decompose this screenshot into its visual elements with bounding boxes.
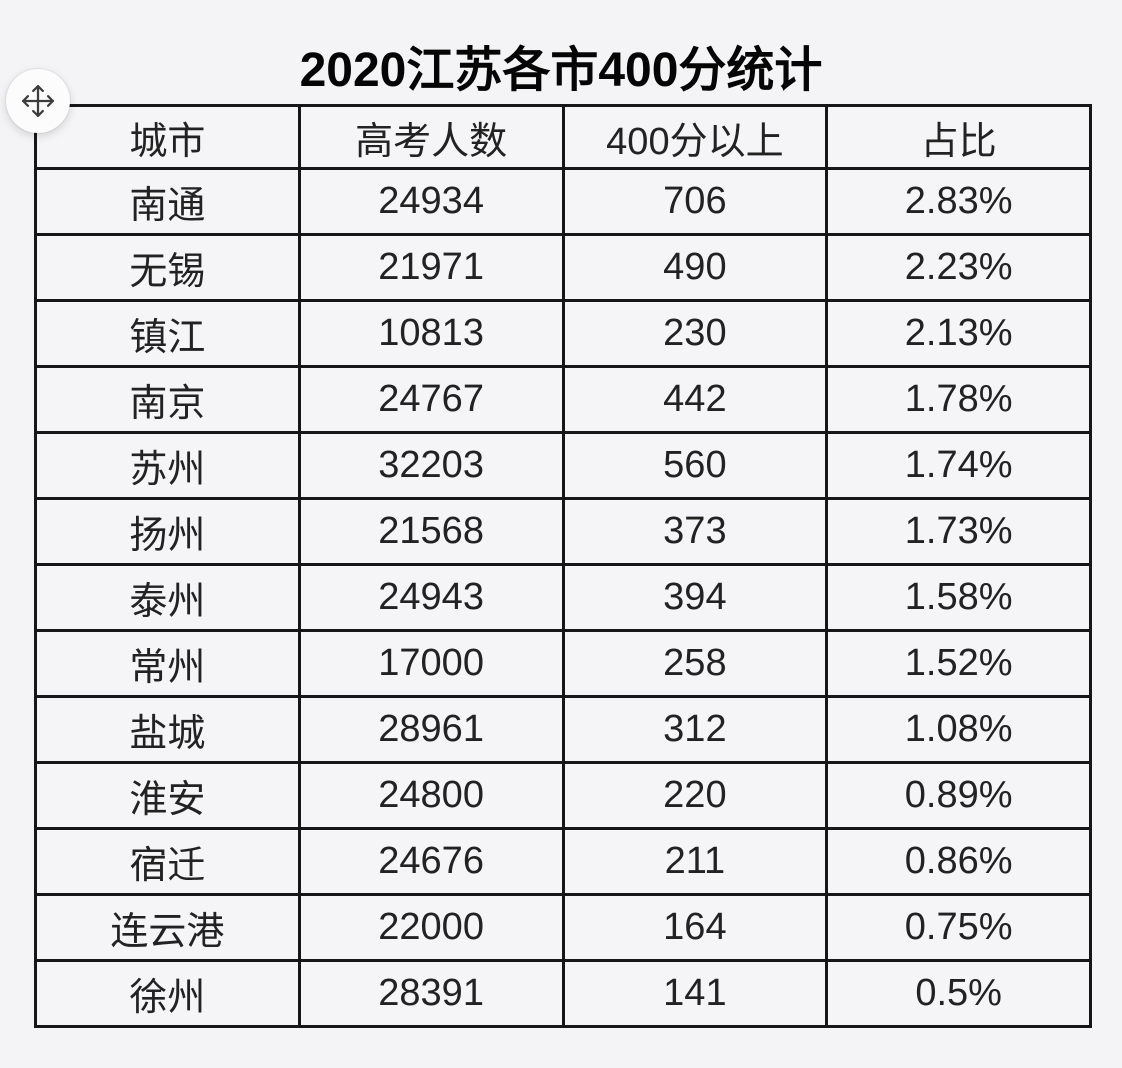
table-cell: 220 — [561, 761, 829, 830]
column-header: 城市 — [34, 104, 301, 170]
page-title: 2020江苏各市400分统计 — [299, 44, 823, 97]
table-cell: 1.73% — [825, 497, 1092, 566]
table-cell: 164 — [561, 893, 829, 962]
table-cell: 24676 — [297, 827, 565, 896]
table-cell: 21568 — [297, 497, 565, 566]
table-cell: 徐州 — [34, 959, 301, 1028]
table-cell: 苏州 — [34, 431, 301, 500]
column-header: 高考人数 — [297, 104, 565, 170]
table-row: 盐城 28961 312 1.08% — [34, 695, 1092, 764]
table-row: 徐州 28391 141 0.5% — [34, 959, 1092, 1028]
table-row: 泰州 24943 394 1.58% — [34, 563, 1092, 632]
table-cell: 1.52% — [825, 629, 1092, 698]
table-cell: 22000 — [297, 893, 565, 962]
table-cell: 泰州 — [34, 563, 301, 632]
table-cell: 490 — [561, 233, 829, 302]
table-cell: 312 — [561, 695, 829, 764]
table-header: 城市 高考人数 400分以上 占比 — [34, 104, 1092, 170]
table-cell: 28391 — [297, 959, 565, 1028]
table-cell: 2.23% — [825, 233, 1092, 302]
table-row: 镇江 10813 230 2.13% — [34, 299, 1092, 368]
table-cell: 1.58% — [825, 563, 1092, 632]
table-cell: 141 — [561, 959, 829, 1028]
table-cell: 17000 — [297, 629, 565, 698]
table-cell: 706 — [561, 167, 829, 236]
table-row: 宿迁 24676 211 0.86% — [34, 827, 1092, 896]
table-cell: 扬州 — [34, 497, 301, 566]
table-cell: 无锡 — [34, 233, 301, 302]
column-header: 占比 — [825, 104, 1092, 170]
move-icon — [21, 84, 55, 118]
table-cell: 1.78% — [825, 365, 1092, 434]
table-cell: 24800 — [297, 761, 565, 830]
table-cell: 32203 — [297, 431, 565, 500]
table-cell: 230 — [561, 299, 829, 368]
table-cell: 24767 — [297, 365, 565, 434]
table-row: 淮安 24800 220 0.89% — [34, 761, 1092, 830]
column-header: 400分以上 — [561, 104, 829, 170]
table-cell: 1.74% — [825, 431, 1092, 500]
table-row: 扬州 21568 373 1.73% — [34, 497, 1092, 566]
table-cell: 常州 — [34, 629, 301, 698]
table-cell: 2.83% — [825, 167, 1092, 236]
header-row: 城市 高考人数 400分以上 占比 — [34, 104, 1092, 170]
table-cell: 258 — [561, 629, 829, 698]
table-body: 南通 24934 706 2.83% 无锡 21971 490 2.23% 镇江 10813 230… — [34, 167, 1092, 1028]
table-cell: 28961 — [297, 695, 565, 764]
table-cell: 盐城 — [34, 695, 301, 764]
table-cell: 0.5% — [825, 959, 1092, 1028]
table-cell: 宿迁 — [34, 827, 301, 896]
table-cell: 24943 — [297, 563, 565, 632]
table-row: 连云港 22000 164 0.75% — [34, 893, 1092, 962]
table-row: 常州 17000 258 1.52% — [34, 629, 1092, 698]
table-cell: 560 — [561, 431, 829, 500]
table-cell: 394 — [561, 563, 829, 632]
table-cell: 0.86% — [825, 827, 1092, 896]
table-row: 苏州 32203 560 1.74% — [34, 431, 1092, 500]
table-cell: 镇江 — [34, 299, 301, 368]
table-cell: 淮安 — [34, 761, 301, 830]
table-cell: 21971 — [297, 233, 565, 302]
table-cell: 24934 — [297, 167, 565, 236]
table-cell: 1.08% — [825, 695, 1092, 764]
table-row: 南京 24767 442 1.78% — [34, 365, 1092, 434]
table-cell: 南通 — [34, 167, 301, 236]
table-row: 无锡 21971 490 2.23% — [34, 233, 1092, 302]
table-cell: 南京 — [34, 365, 301, 434]
table-cell: 2.13% — [825, 299, 1092, 368]
table-row: 南通 24934 706 2.83% — [34, 167, 1092, 236]
table-cell: 10813 — [297, 299, 565, 368]
table-cell: 连云港 — [34, 893, 301, 962]
table-cell: 442 — [561, 365, 829, 434]
table-cell: 211 — [561, 827, 829, 896]
table-cell: 0.89% — [825, 761, 1092, 830]
table-move-handle[interactable] — [6, 69, 70, 133]
statistics-table: 城市 高考人数 400分以上 占比 南通 24934 706 2.83% 无锡 21971 490… — [34, 104, 1092, 1028]
table-cell: 0.75% — [825, 893, 1092, 962]
table-cell: 373 — [561, 497, 829, 566]
